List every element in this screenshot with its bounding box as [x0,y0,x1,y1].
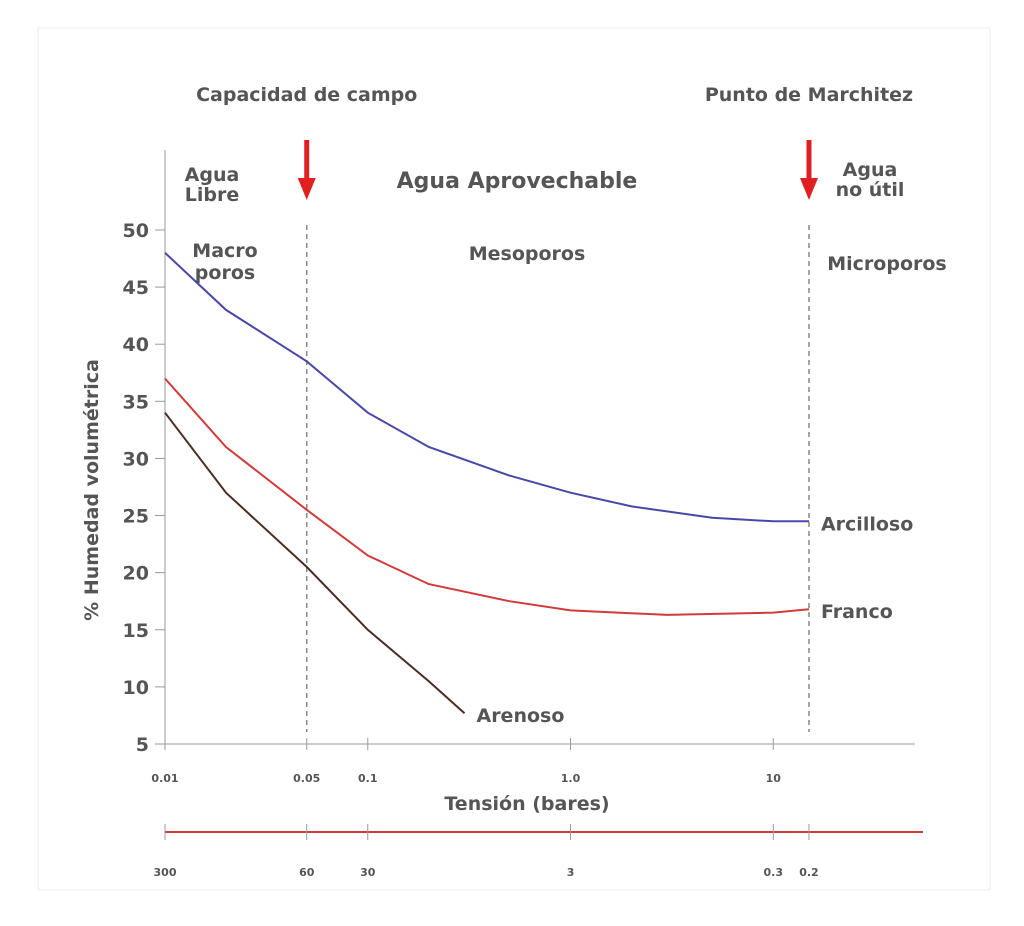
y-tick-label: 25 [123,506,149,528]
x-axis-label: Tensión (bares) [444,793,609,815]
x-tick-label: 0.01 [151,772,178,785]
x2-tick-label: 0.2 [799,866,819,879]
x-tick-label: 10 [766,772,782,785]
y-tick-label: 15 [123,620,149,642]
annotation-arrowhead [799,178,818,200]
series-label: Arenoso [476,705,564,727]
y-tick-label: 10 [123,677,149,699]
region-label: Agua no útil [836,159,905,201]
y-tick-label: 20 [123,563,149,585]
annotation-label: Punto de Marchitez [705,84,913,106]
series-label: Arcilloso [821,513,913,535]
y-tick-label: 40 [123,334,149,356]
y-axis-label: % Humedad volumétrica [81,359,103,621]
x2-tick-label: 3 [567,866,575,879]
series-line [164,412,466,714]
y-tick-label: 35 [123,391,149,413]
x2-tick-label: 300 [154,866,177,879]
series-line [164,252,809,523]
region-label: Agua Libre [185,164,240,206]
region-label: Microporos [827,253,947,275]
series-label: Franco [821,601,893,623]
x-tick-label: 0.1 [358,772,378,785]
annotation-arrowhead [297,178,316,200]
region-label: Agua Aprovechable [397,169,638,194]
y-tick-label: 30 [123,448,149,470]
x2-tick-label: 0.3 [764,866,784,879]
y-tick-label: 45 [123,277,149,299]
annotation-label: Capacidad de campo [196,84,417,106]
y-tick-label: 50 [123,220,149,242]
region-label: Mesoporos [469,243,586,265]
region-label: Macro poros [192,240,257,284]
x-tick-label: 0.05 [293,772,320,785]
y-tick-label: 5 [136,734,149,756]
x2-tick-label: 60 [299,866,315,879]
frame [37,27,991,891]
series-line [164,377,810,616]
x-tick-label: 1.0 [561,772,581,785]
x2-tick-label: 30 [360,866,376,879]
